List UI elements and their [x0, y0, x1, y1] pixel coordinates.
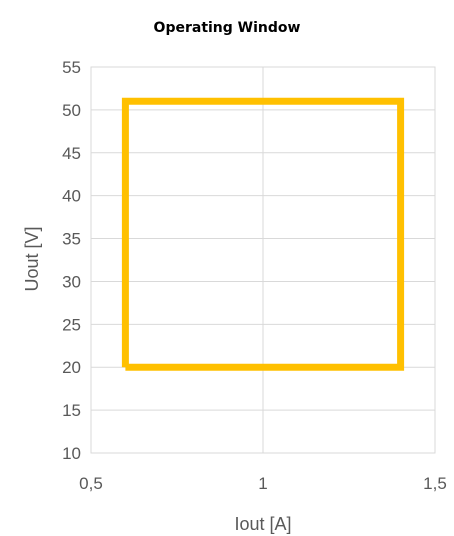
- x-tick-label: 1,5: [423, 474, 447, 493]
- series-line-operating-window: [121, 97, 405, 371]
- series-layer: [121, 97, 405, 371]
- y-tick-label: 35: [62, 230, 81, 249]
- x-tick-label: 0,5: [79, 474, 103, 493]
- grid-layer: [90, 66, 436, 454]
- y-axis-label: Uout [V]: [22, 226, 42, 291]
- tick-layer: 10 15 20 25 30 35 40 45 50 55 0,5 1 1,5: [62, 58, 447, 493]
- plot-area-border: [90, 66, 436, 454]
- y-tick-label: 25: [62, 315, 81, 334]
- y-tick-label: 50: [62, 101, 81, 120]
- y-tick-label: 20: [62, 358, 81, 377]
- y-tick-label: 40: [62, 187, 81, 206]
- y-tick-label: 55: [62, 58, 81, 77]
- x-tick-label: 1: [258, 474, 267, 493]
- chart-title: Operating Window: [154, 20, 301, 36]
- y-tick-label: 45: [62, 144, 81, 163]
- y-tick-label: 10: [62, 444, 81, 463]
- x-axis-label: Iout [A]: [234, 514, 291, 534]
- y-tick-label: 15: [62, 401, 81, 420]
- y-tick-label: 30: [62, 272, 81, 291]
